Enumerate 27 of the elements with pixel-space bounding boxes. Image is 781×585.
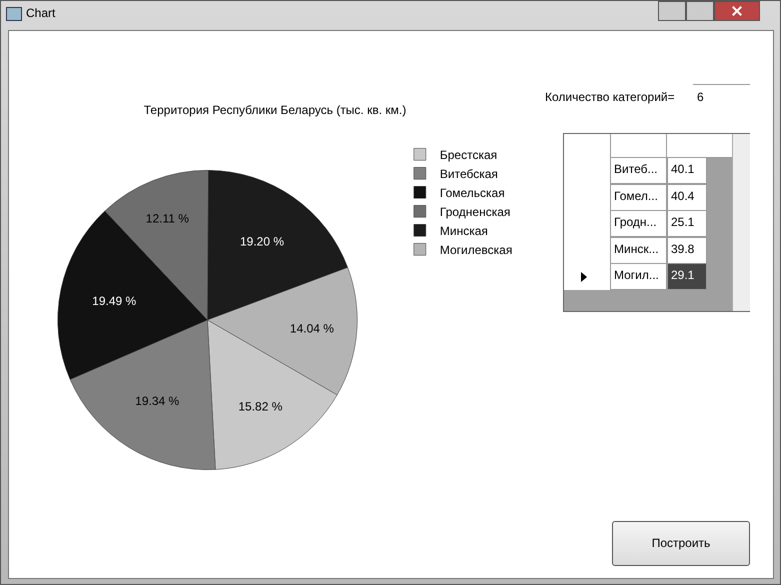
- text: Минск...: [610, 236, 667, 264]
- data-label: 12.11 %: [146, 211, 190, 226]
- data-label: 19.20 %: [240, 234, 284, 249]
- legend-label: Могилевская: [440, 242, 512, 257]
- data-label: 15.82 %: [238, 399, 283, 414]
- text: 29.1: [667, 263, 707, 290]
- legend-label: Минская: [440, 224, 488, 238]
- text: 40.4: [667, 184, 707, 211]
- text: Chart: [26, 6, 56, 20]
- text: Гродн...: [610, 210, 667, 238]
- button: Построить: [612, 521, 750, 566]
- text: 40.1: [667, 157, 707, 184]
- legend-label: Гомельская: [440, 186, 505, 200]
- text: Гомел...: [610, 184, 667, 211]
- data-label: 19.49 %: [92, 294, 137, 308]
- text: 39.8: [667, 236, 707, 264]
- chart-title: Территория Республики Беларусь (тыс. кв. км.): [144, 103, 406, 118]
- data-label: 14.04 %: [290, 322, 334, 336]
- text: Витеб...: [610, 157, 667, 184]
- text: 6: [697, 90, 704, 104]
- text: Могил...: [610, 263, 667, 290]
- legend-label: Витебская: [440, 166, 498, 181]
- text: Количество категорий=: [545, 90, 675, 104]
- legend-label: Брестская: [440, 148, 498, 162]
- legend-label: Гродненская: [440, 204, 510, 219]
- data-label: 19.34 %: [135, 394, 180, 408]
- text: 25.1: [667, 210, 707, 238]
